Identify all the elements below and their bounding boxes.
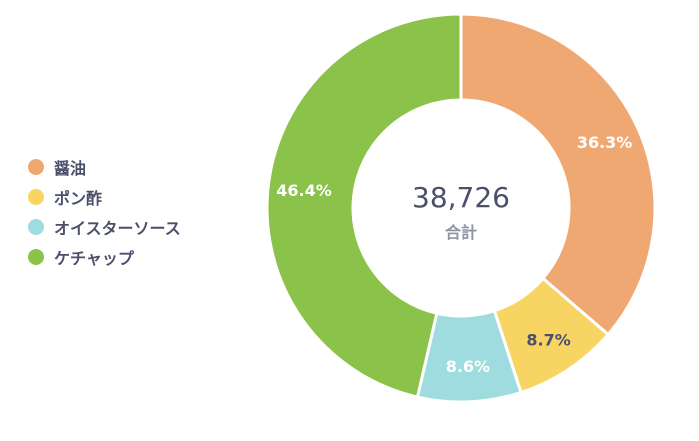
total-caption: 合計 — [445, 223, 477, 242]
legend-swatch — [28, 189, 44, 205]
legend-swatch — [28, 159, 44, 175]
legend-item-ponzu: ポン酢 — [28, 182, 181, 212]
legend-label: ケチャップ — [54, 249, 134, 268]
slice-percent-label: 8.6% — [446, 357, 490, 376]
donut-slices — [265, 12, 657, 404]
donut-slice-labels: 36.3% 8.7% 8.6% 46.4% — [276, 133, 632, 376]
legend-item-shoyu: 醤油 — [28, 152, 181, 182]
slice-percent-label: 46.4% — [276, 181, 332, 200]
legend-label: 醤油 — [54, 159, 87, 178]
donut-slice — [265, 12, 463, 399]
legend-swatch — [28, 249, 44, 265]
legend-label: ポン酢 — [54, 189, 103, 208]
chart-legend: 醤油 ポン酢 オイスターソース ケチャップ — [28, 152, 181, 272]
legend-item-ketchup: ケチャップ — [28, 242, 181, 272]
legend-item-oyster-sauce: オイスターソース — [28, 212, 181, 242]
total-value: 38,726 — [412, 181, 510, 214]
donut-slice — [459, 12, 657, 336]
legend-label: オイスターソース — [54, 219, 181, 238]
slice-percent-label: 36.3% — [577, 133, 633, 152]
slice-percent-label: 8.7% — [526, 331, 570, 350]
legend-swatch — [28, 219, 44, 235]
